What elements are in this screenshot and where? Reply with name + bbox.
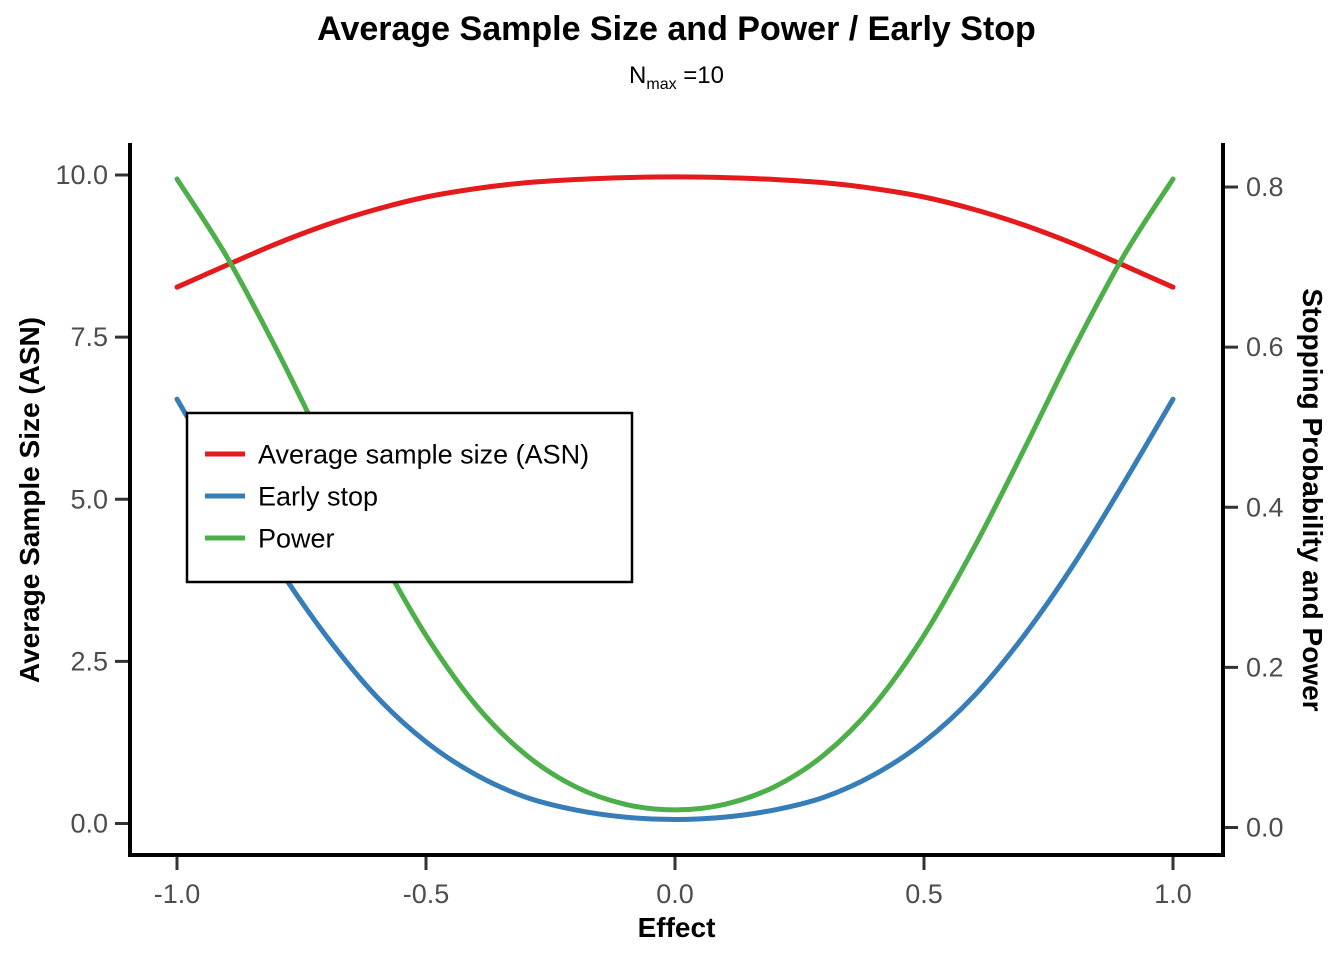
average-sample-size-asn-curve — [174, 174, 1176, 290]
right-tick-label-0: 0.0 — [1246, 813, 1284, 843]
x-tick-label-1: -0.5 — [403, 879, 450, 909]
early-stop-curve — [174, 396, 1176, 823]
chart-title: Average Sample Size and Power / Early St… — [317, 10, 1036, 48]
chart-subtitle: Nmax =10 — [130, 62, 1223, 94]
x-axis-title: Effect — [637, 912, 716, 943]
left-tick-label-0: 0.0 — [70, 809, 108, 839]
left-tick-label-2: 5.0 — [70, 484, 108, 514]
legend-box — [185, 411, 634, 584]
x-tick-label-2: 0.0 — [656, 879, 694, 909]
left-tick-label-4: 10.0 — [55, 160, 108, 190]
right-tick-label-1: 0.2 — [1246, 652, 1284, 682]
subtitle-max: max — [646, 75, 677, 93]
right-tick-label-2: 0.4 — [1246, 492, 1284, 522]
x-tick-label-0: -1.0 — [154, 879, 201, 909]
x-tick-label-4: 1.0 — [1154, 879, 1192, 909]
legend-label-average-sample-size-asn: Average sample size (ASN) — [258, 440, 589, 470]
subtitle-value: =10 — [676, 62, 724, 89]
subtitle-n: N — [629, 62, 647, 89]
legend-label-early-stop: Early stop — [258, 482, 378, 512]
left-axis-title: Average Sample Size (ASN) — [14, 316, 45, 684]
right-tick-label-3: 0.6 — [1246, 332, 1284, 362]
left-tick-label-3: 7.5 — [70, 322, 108, 352]
x-tick-label-3: 0.5 — [905, 879, 943, 909]
left-tick-label-1: 2.5 — [70, 646, 108, 676]
right-axis-title: Stopping Probability and Power — [1297, 288, 1328, 712]
right-tick-label-4: 0.8 — [1246, 172, 1284, 202]
legend-label-power: Power — [258, 524, 335, 554]
